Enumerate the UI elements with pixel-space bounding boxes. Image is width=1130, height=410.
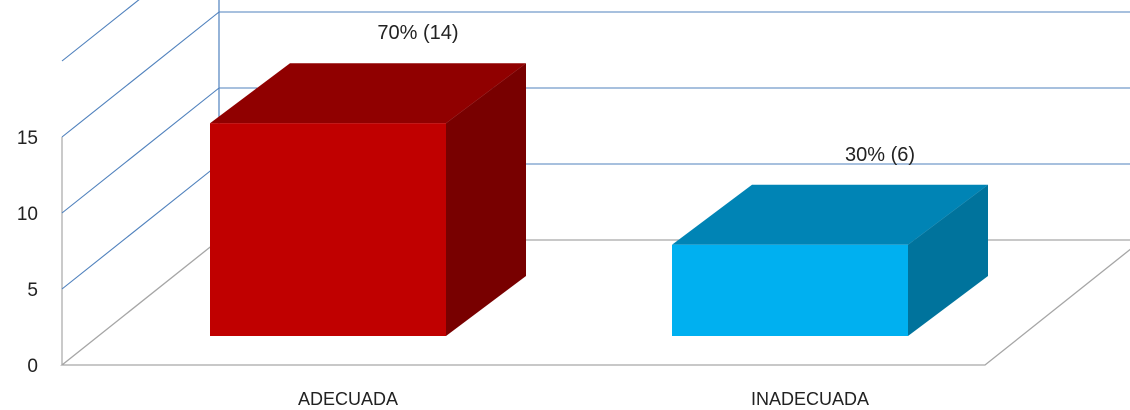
label-layer: ADECUADA 70% (14) INADECUADA 30% (6): [298, 22, 915, 409]
bar-side: [908, 184, 988, 336]
side-gridline: [61, 87, 220, 214]
bar: [210, 123, 446, 336]
side-gridline: [61, 0, 140, 62]
floor: [60, 239, 1130, 366]
category-label: INADECUADA: [751, 389, 869, 409]
category-label: ADECUADA: [298, 389, 398, 409]
data-label: 70% (14): [377, 22, 458, 44]
side-gridline: [61, 11, 220, 138]
bar: [672, 244, 908, 336]
y-tick-label: 15: [17, 128, 38, 149]
bar-top: [210, 63, 526, 124]
y-tick-label: 10: [17, 204, 38, 225]
bar-side: [446, 63, 526, 336]
data-label: 30% (6): [845, 144, 915, 166]
bar-layer: [210, 63, 988, 336]
y-tick-label: 5: [27, 280, 38, 301]
axis-layer: 0 5 10 15: [17, 128, 38, 377]
bar-top: [672, 184, 988, 245]
y-tick-label: 0: [27, 356, 38, 377]
side-gridline: [61, 163, 220, 290]
